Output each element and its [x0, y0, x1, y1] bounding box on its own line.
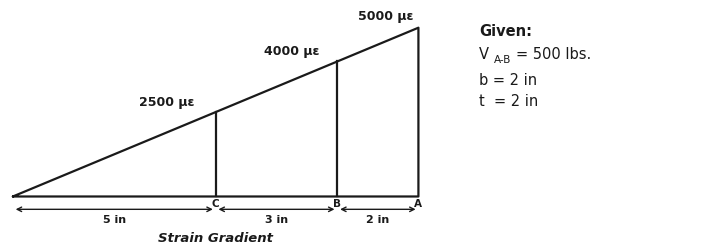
Text: = 500 lbs.: = 500 lbs. — [516, 47, 591, 62]
Text: 5 in: 5 in — [103, 215, 126, 225]
Text: 2 in: 2 in — [366, 215, 389, 225]
Text: Given:: Given: — [479, 24, 532, 39]
Text: C: C — [212, 199, 219, 209]
Text: 3 in: 3 in — [265, 215, 288, 225]
Text: 5000 με: 5000 με — [358, 10, 413, 23]
Text: A: A — [414, 199, 423, 209]
Text: A-B: A-B — [494, 55, 511, 65]
Text: b = 2 in: b = 2 in — [479, 72, 537, 88]
Text: B: B — [333, 199, 341, 209]
Text: Strain Gradient: Strain Gradient — [158, 232, 273, 245]
Text: 4000 με: 4000 με — [264, 45, 320, 58]
Text: V: V — [479, 47, 489, 62]
Text: 2500 με: 2500 με — [138, 96, 194, 109]
Text: t  = 2 in: t = 2 in — [479, 94, 538, 110]
